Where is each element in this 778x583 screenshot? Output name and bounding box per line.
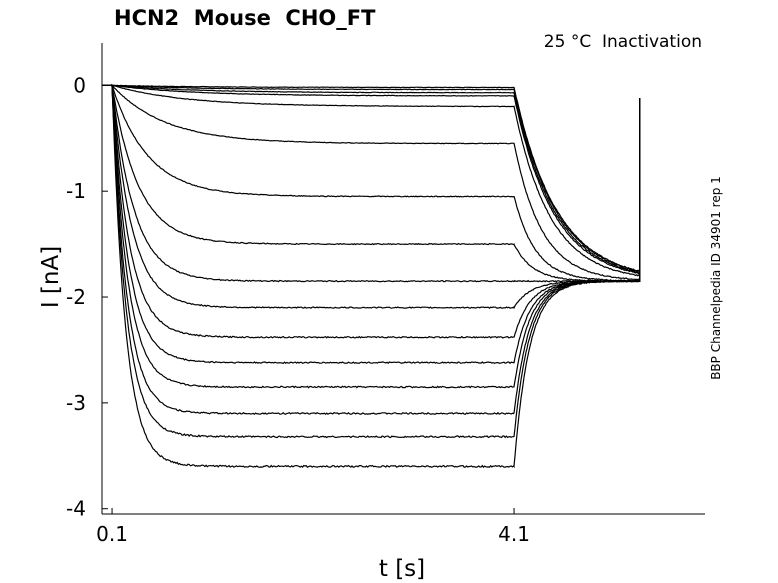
traces-group xyxy=(102,83,641,469)
x-axis-label: t [s] xyxy=(379,556,425,582)
current-trace xyxy=(102,84,641,283)
current-trace xyxy=(102,84,641,283)
y-tick-label: -2 xyxy=(66,285,86,309)
current-trace xyxy=(102,84,641,278)
current-trace xyxy=(102,84,641,282)
x-tick-label: 0.1 xyxy=(96,522,128,546)
current-trace xyxy=(102,84,641,310)
y-tick-label: -1 xyxy=(66,179,86,203)
current-trace xyxy=(102,84,641,274)
current-trace xyxy=(102,84,641,275)
chart-title: HCN2 Mouse CHO_FT xyxy=(114,6,376,30)
current-trace xyxy=(102,84,641,389)
axes-group: 0 -1 -2 -3 -4 0.1 4.1 xyxy=(66,43,705,546)
x-tick-label: 4.1 xyxy=(498,522,530,546)
current-trace xyxy=(102,84,641,274)
current-trace xyxy=(102,83,641,281)
current-trace xyxy=(102,84,641,439)
current-trace xyxy=(102,84,641,339)
chart-subtitle: 25 °C Inactivation xyxy=(544,32,702,52)
channelpedia-id-label: BBP Channelpedia ID 34901 rep 1 xyxy=(709,176,723,380)
y-tick-label: -3 xyxy=(66,391,86,415)
y-tick-label: 0 xyxy=(73,73,86,97)
y-axis-label: I [nA] xyxy=(38,246,64,308)
current-trace xyxy=(102,84,641,272)
current-trace xyxy=(102,84,641,365)
y-tick-label: -4 xyxy=(66,497,86,521)
current-trace xyxy=(102,84,641,469)
current-trace xyxy=(102,84,641,415)
